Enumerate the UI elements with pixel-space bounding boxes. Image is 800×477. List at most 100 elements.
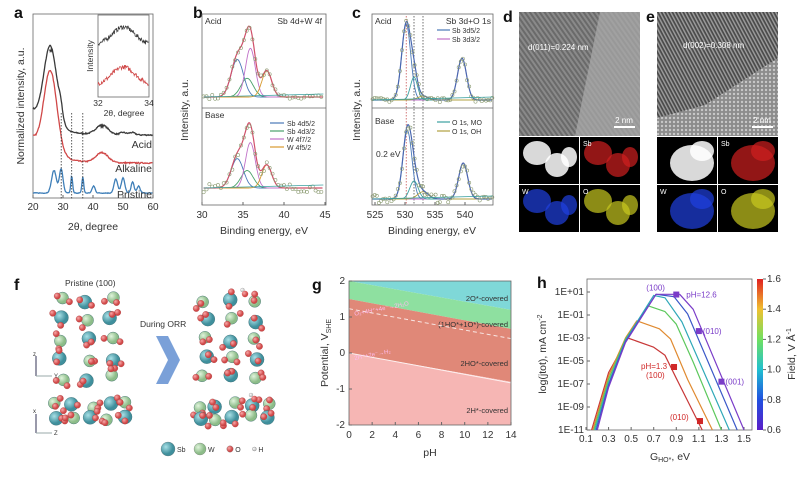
atom-o: [192, 305, 200, 312]
data-point: [429, 192, 434, 197]
data-point: [458, 169, 463, 174]
atom-o: [225, 302, 233, 310]
panel-label-d: d: [503, 9, 513, 26]
data-point: [250, 130, 255, 135]
data-point: [253, 57, 258, 61]
map-label: W: [660, 189, 667, 196]
y-tick-label: 2: [339, 276, 345, 287]
data-point: [421, 184, 425, 189]
volcano-curve: [593, 305, 722, 431]
data-point: [372, 193, 377, 197]
volcano-curve: [596, 293, 745, 431]
data-point: [313, 188, 318, 193]
map-label: W: [522, 189, 529, 196]
legend-label: Sb: [177, 447, 186, 454]
data-point: [256, 164, 261, 169]
data-point: [463, 164, 467, 169]
facet-marker: [673, 291, 680, 298]
map-label: O: [583, 189, 589, 196]
data-point: [244, 126, 249, 130]
data-point: [416, 183, 421, 188]
eds-signal: [561, 147, 577, 167]
eds-signal: [561, 195, 577, 215]
data-point: [452, 89, 457, 94]
data-point: [227, 172, 232, 177]
legend-label: O: [235, 447, 241, 454]
data-point: [290, 95, 295, 100]
x-tick-label: 0: [346, 430, 352, 441]
reaction-line: [348, 352, 512, 384]
x-tick-label: 4: [393, 430, 399, 441]
legend-label: W 4f7/2: [287, 137, 311, 144]
data-point: [239, 46, 243, 50]
atom-o: [76, 296, 84, 304]
atom-o: [60, 407, 67, 415]
data-point: [262, 72, 266, 77]
data-point: [454, 183, 459, 188]
atom-o: [252, 336, 260, 344]
y-axis-label: Normalized intensity, a.u.: [15, 47, 27, 164]
panel-label-f: f: [14, 277, 20, 294]
atom-o: [197, 300, 205, 307]
y-tick-label: 1E-05: [557, 356, 584, 367]
fit-component: [372, 162, 492, 200]
data-point: [410, 50, 415, 55]
x-tick-label: 530: [397, 210, 414, 221]
data-point: [244, 28, 249, 33]
series-line-pristine: [32, 167, 153, 195]
svg-text:Z: Z: [54, 431, 58, 437]
x-tick-label: 525: [367, 210, 384, 221]
atom-o: [199, 338, 207, 346]
data-point: [393, 92, 398, 97]
chevron-arrow-icon: [156, 336, 180, 384]
fit-component: [372, 23, 492, 101]
atom-o: [100, 335, 108, 342]
data-point: [370, 194, 375, 199]
data-point: [273, 87, 278, 92]
data-point: [454, 78, 459, 83]
panel-label-g: g: [312, 277, 322, 294]
facet-marker: [718, 378, 725, 385]
atom-o: [88, 301, 95, 309]
panel-h-volcano: h 0.1 0.3 0.5 0.7 0.9 1.1 1.3 1.5 1E-11 1E-09 1E-0…: [537, 274, 798, 464]
atom-o: [52, 402, 59, 410]
eds-signal: [690, 189, 714, 209]
atom-o: [251, 290, 259, 298]
atom-o: [75, 315, 83, 323]
data-point: [216, 183, 220, 187]
data-point: [452, 189, 457, 194]
data-point: [233, 154, 238, 159]
atom-o: [251, 395, 258, 403]
x-tick-label: 35: [237, 210, 249, 221]
y-tick-label: -1: [336, 384, 345, 395]
y-tick-label: 1E+01: [555, 287, 585, 298]
data-point: [484, 98, 488, 103]
eds-signal: [751, 189, 775, 209]
colorbar-tick-label: 1.2: [767, 334, 781, 345]
atom-o: [231, 420, 239, 428]
data-point: [273, 178, 278, 182]
marker-label: (001): [725, 378, 744, 387]
atom-o: [250, 297, 258, 304]
y-tick-label: -2: [336, 420, 345, 431]
data-point: [437, 100, 442, 104]
x-axis-label: 2θ, degree: [68, 221, 118, 233]
atom-o: [230, 340, 237, 347]
atom-o: [52, 330, 60, 338]
atom-o: [266, 396, 273, 404]
region-3: [349, 353, 511, 425]
marker-label: (010): [670, 413, 689, 422]
data-point: [412, 156, 417, 161]
marker-label: (100): [646, 284, 665, 293]
marker-label: (010): [703, 327, 722, 336]
inset-tick: 32: [93, 98, 103, 108]
series-line-acid: [32, 44, 153, 137]
data-point: [488, 98, 493, 103]
inset-x-label: 2θ, degree: [104, 108, 145, 118]
subplot-label: Base: [375, 116, 395, 126]
region-label: 2H*-covered: [466, 406, 508, 415]
legend-label: Sb 4d3/2: [287, 129, 315, 136]
data-point: [293, 187, 298, 191]
lattice-spacing: d(002)=0.308 nm: [683, 41, 744, 50]
